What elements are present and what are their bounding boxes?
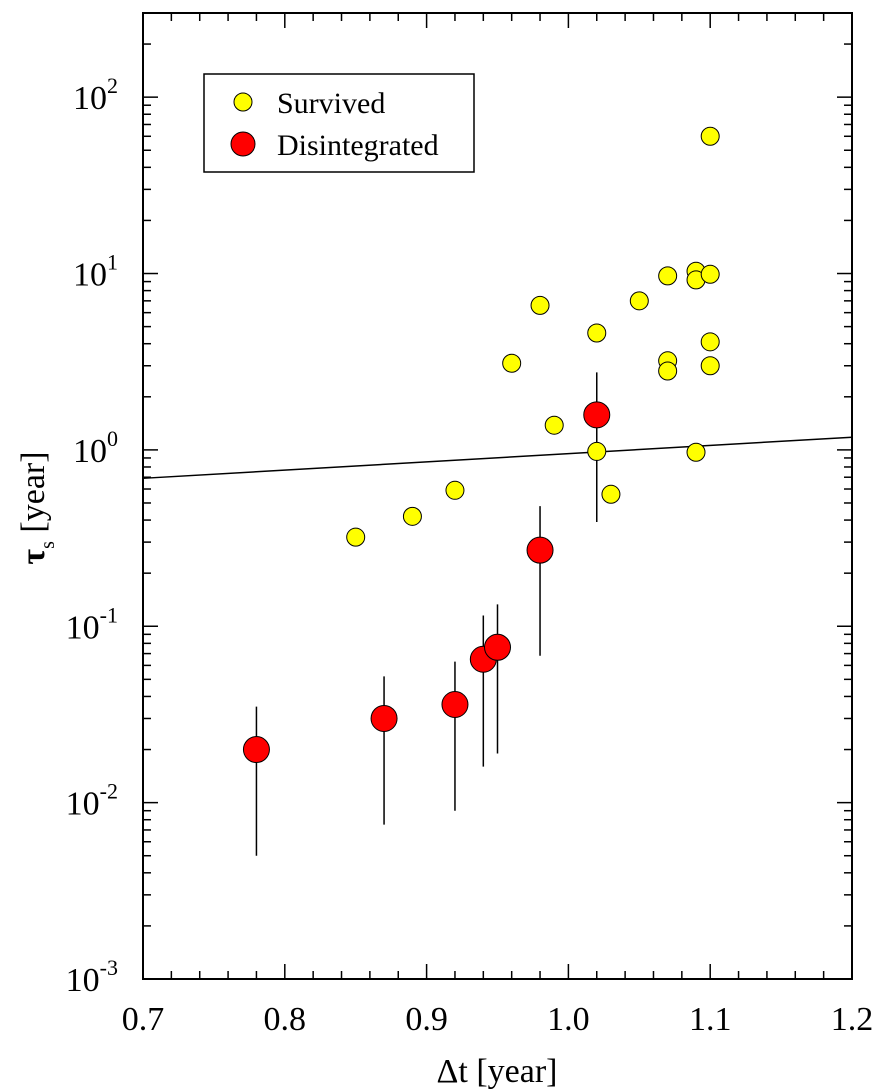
x-tick-label: 0.8 — [264, 1001, 307, 1038]
x-tick-label: 0.9 — [405, 1001, 448, 1038]
y-tick-base: 10 — [66, 609, 100, 646]
y-tick-label: 10-1 — [66, 602, 118, 646]
x-tick-label: 0.7 — [122, 1001, 165, 1038]
y-tick-label: 10-3 — [66, 955, 118, 999]
x-tick-label: 1.1 — [689, 1001, 732, 1038]
survived-point — [658, 266, 678, 286]
y-tick-base: 10 — [73, 257, 107, 294]
y-tick-base: 10 — [73, 433, 107, 470]
data-points — [242, 126, 720, 764]
y-tick-base: 10 — [66, 962, 100, 999]
x-tick-label: 1.0 — [547, 1001, 590, 1038]
legend-marker-survived — [233, 92, 253, 112]
survived-point — [700, 264, 720, 284]
disintegrated-point — [484, 633, 511, 661]
reference-line — [142, 436, 853, 480]
survived-point — [587, 323, 607, 343]
survived-point — [700, 356, 720, 376]
survived-point — [587, 441, 607, 461]
disintegrated-point — [526, 536, 554, 564]
survived-point — [530, 295, 550, 315]
y-axis-title: τs [year] — [15, 451, 59, 564]
reference-line-layer — [142, 436, 853, 480]
y-axis-subscript: s — [37, 541, 59, 549]
survived-point — [502, 353, 522, 373]
disintegrated-point — [242, 736, 270, 764]
y-tick-exponent: -2 — [100, 779, 118, 804]
y-tick-exponent: -3 — [100, 955, 118, 980]
y-tick-exponent: 0 — [107, 426, 118, 451]
survived-point — [402, 506, 422, 526]
y-axis-unit: [year] — [15, 451, 52, 541]
legend-marker-disintegrated — [230, 131, 256, 157]
y-tick-label: 102 — [73, 73, 118, 117]
disintegrated-point — [583, 401, 611, 429]
legend-label-survived: Survived — [277, 87, 385, 120]
survived-point — [346, 527, 366, 547]
error-bars — [255, 372, 598, 856]
y-tick-label: 100 — [73, 426, 118, 470]
y-tick-label: 10-2 — [66, 779, 118, 823]
survived-point — [445, 480, 465, 500]
legend-box — [203, 73, 475, 173]
y-tick-exponent: 2 — [107, 73, 118, 98]
x-tick-label: 1.2 — [831, 1001, 874, 1038]
legend-label-disintegrated: Disintegrated — [277, 129, 439, 162]
survived-point — [544, 415, 564, 435]
plot-frame — [142, 12, 853, 980]
axis-ticks — [142, 12, 853, 980]
survived-point — [700, 332, 720, 352]
legend: Survived Disintegrated — [203, 73, 475, 173]
x-axis-title: Δt [year] — [437, 1053, 558, 1090]
survived-point — [700, 126, 720, 146]
survived-point — [601, 484, 621, 504]
survived-point — [686, 442, 706, 462]
y-axis-symbol: τ — [15, 549, 52, 565]
y-tick-label: 101 — [73, 250, 118, 294]
y-tick-base: 10 — [66, 786, 100, 823]
y-tick-exponent: 1 — [107, 250, 118, 275]
survived-point — [658, 361, 678, 381]
y-tick-base: 10 — [73, 80, 107, 117]
y-tick-exponent: -1 — [100, 602, 118, 627]
disintegrated-point — [370, 704, 398, 732]
disintegrated-point — [441, 691, 469, 719]
survived-point — [629, 291, 649, 311]
